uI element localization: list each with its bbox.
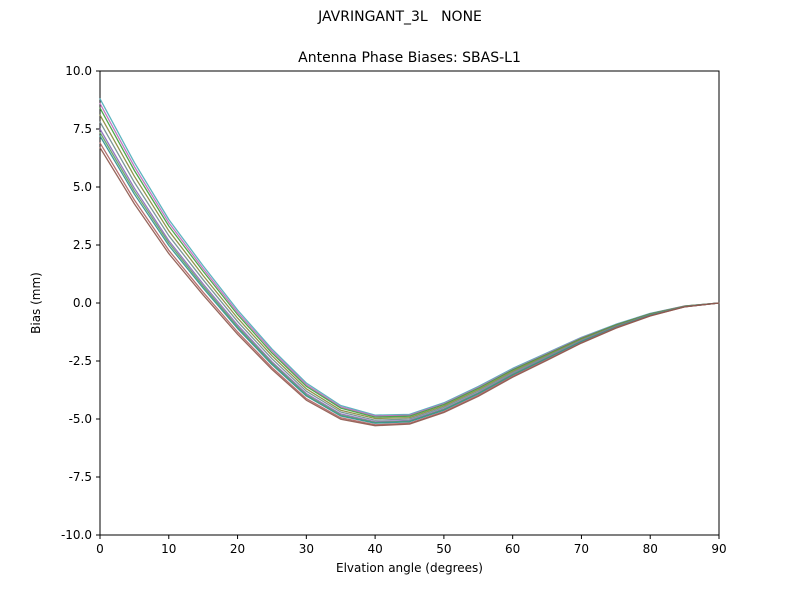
y-tick-label: -5.0 bbox=[69, 412, 92, 426]
series-line bbox=[99, 146, 720, 427]
x-axis-label: Elvation angle (degrees) bbox=[336, 561, 483, 575]
series-line bbox=[99, 107, 720, 418]
x-tick-label: 70 bbox=[574, 542, 589, 556]
x-tick-label: 10 bbox=[161, 542, 176, 556]
x-tick-label: 80 bbox=[643, 542, 658, 556]
y-tick-label: -2.5 bbox=[69, 354, 92, 368]
axes-title: Antenna Phase Biases: SBAS-L1 bbox=[298, 50, 521, 66]
x-tick-label: 50 bbox=[436, 542, 451, 556]
y-tick-label: -10.0 bbox=[61, 528, 92, 542]
series-line bbox=[99, 142, 720, 426]
y-tick-label: 10.0 bbox=[65, 64, 92, 78]
x-tick-label: 40 bbox=[367, 542, 382, 556]
x-tick-label: 30 bbox=[299, 542, 314, 556]
figure-title: JAVRINGANT_3L NONE bbox=[318, 9, 482, 25]
x-tick-label: 90 bbox=[711, 542, 726, 556]
x-tick-label: 60 bbox=[505, 542, 520, 556]
x-tick-label: 0 bbox=[96, 542, 104, 556]
y-tick-label: 0.0 bbox=[73, 296, 92, 310]
y-tick-label: 2.5 bbox=[73, 238, 92, 252]
series-line bbox=[99, 102, 720, 417]
y-tick-label: 5.0 bbox=[73, 180, 92, 194]
x-tick-label: 20 bbox=[230, 542, 245, 556]
y-tick-label: 7.5 bbox=[73, 122, 92, 136]
axes-frame bbox=[99, 70, 720, 536]
y-axis-label: Bias (mm) bbox=[29, 272, 43, 334]
series-line bbox=[99, 131, 720, 424]
y-tick-label: -7.5 bbox=[69, 470, 92, 484]
